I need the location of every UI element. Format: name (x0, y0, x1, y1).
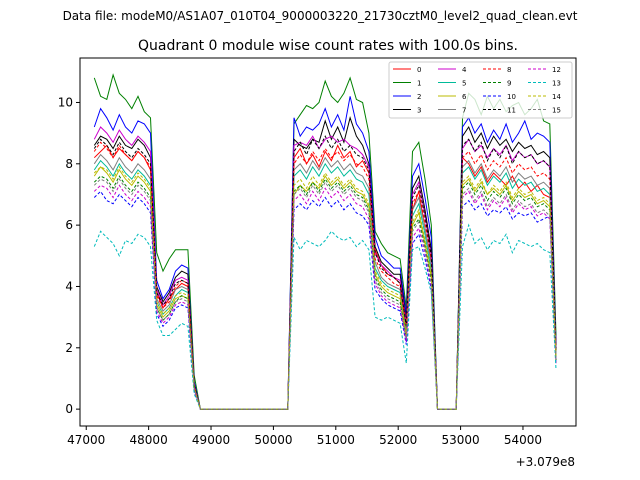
legend-label-15: 15 (552, 107, 561, 115)
x-tick-label: 48000 (130, 433, 168, 447)
series-line-8 (93, 141, 557, 410)
series-line-10 (93, 190, 557, 410)
x-axis: 47000 48000 49000 50000 51000 52000 53000 54000 (67, 426, 542, 447)
y-tick-label: 0 (65, 402, 73, 416)
legend-label-10: 10 (507, 93, 516, 101)
y-tick-label: 10 (58, 95, 73, 109)
x-tick-label: 53000 (441, 433, 479, 447)
y-tick-label: 4 (65, 279, 73, 293)
x-tick-label: 49000 (192, 433, 230, 447)
y-tick-label: 6 (65, 218, 73, 232)
legend-label-8: 8 (507, 66, 511, 74)
series-line-11 (93, 135, 557, 410)
legend-label-6: 6 (462, 93, 467, 101)
legend-label-14: 14 (552, 93, 561, 101)
series-line-0 (93, 144, 557, 410)
series-line-14 (93, 165, 557, 410)
series-line-7 (93, 153, 557, 410)
series-line-12 (93, 184, 557, 410)
legend-label-4: 4 (462, 66, 467, 74)
x-tick-label: 52000 (379, 433, 417, 447)
x-tick-label: 51000 (317, 433, 355, 447)
axes-frame (79, 57, 577, 427)
legend-label-3: 3 (417, 107, 421, 115)
legend-label-9: 9 (507, 80, 511, 88)
x-tick-label: 54000 (504, 433, 542, 447)
legend-label-13: 13 (552, 80, 561, 88)
data-file-label: Data file: modeM0/AS1A07_010T04_90000032… (63, 9, 578, 23)
legend-label-1: 1 (417, 80, 421, 88)
series-line-2 (93, 96, 557, 410)
legend-label-12: 12 (552, 66, 561, 74)
plot-area: 47000 48000 49000 50000 51000 52000 53000 54000… (58, 57, 577, 469)
series-line-4 (93, 126, 557, 410)
series-line-6 (93, 166, 557, 410)
y-tick-label: 8 (65, 157, 73, 171)
series-line-13 (93, 223, 557, 410)
legend-label-0: 0 (417, 66, 421, 74)
series-line-3 (93, 116, 557, 410)
x-offset-label: +3.079e8 (516, 455, 575, 469)
y-tick-label: 2 (65, 341, 73, 355)
x-tick-label: 47000 (67, 433, 105, 447)
axes-background (80, 58, 576, 426)
series-line-15 (93, 178, 557, 410)
legend-label-5: 5 (462, 80, 466, 88)
legend-box (388, 61, 573, 119)
y-axis: 0 2 4 6 8 10 (58, 95, 80, 416)
legend-label-11: 11 (507, 107, 516, 115)
series-layer (93, 73, 557, 410)
legend-label-2: 2 (417, 93, 421, 101)
legend-label-7: 7 (462, 107, 466, 115)
chart-title: Quadrant 0 module wise count rates with … (138, 38, 518, 54)
x-tick-label: 50000 (254, 433, 292, 447)
